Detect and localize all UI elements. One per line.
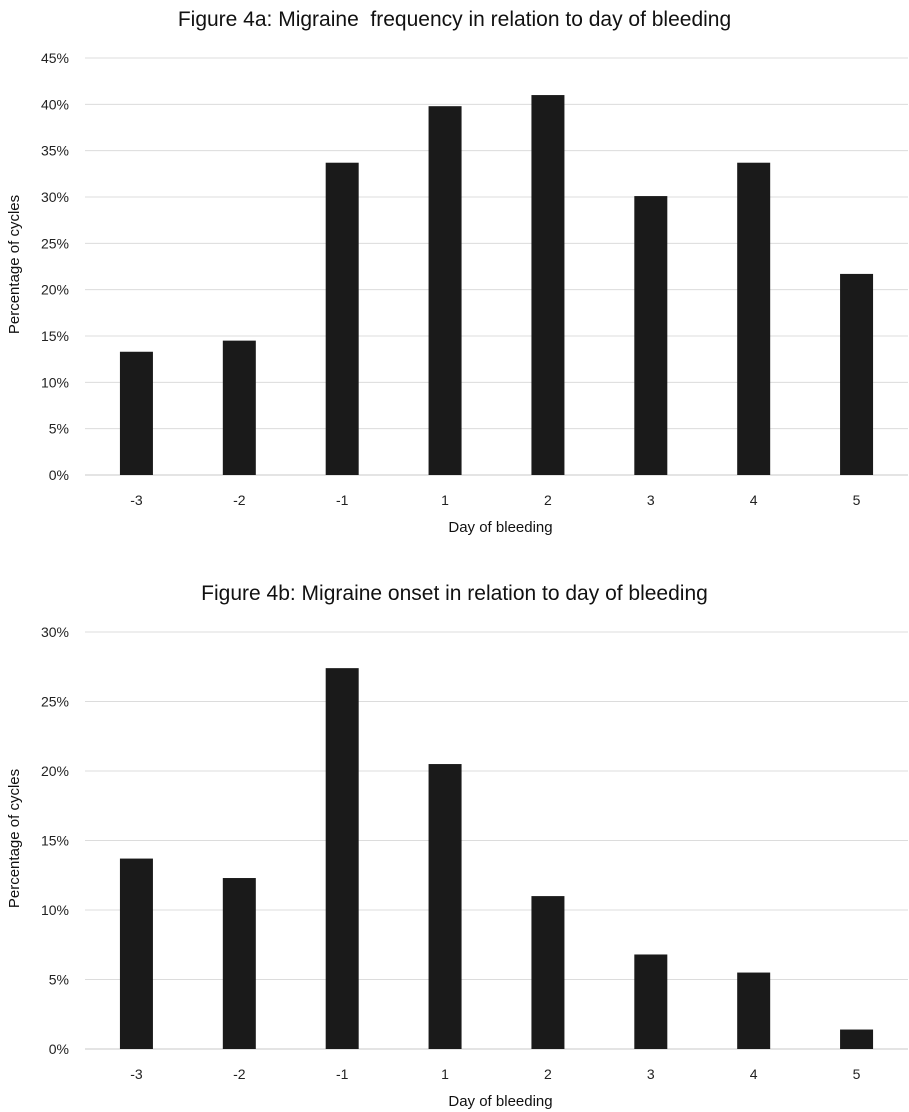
bar--2 xyxy=(222,878,256,1049)
chart-title: Figure 4b: Migraine onset in relation to… xyxy=(201,582,708,605)
y-tick-label: 15% xyxy=(41,328,69,344)
y-tick-label: 0% xyxy=(49,1041,69,1057)
x-tick-label: -2 xyxy=(233,492,246,508)
y-tick-label: 10% xyxy=(41,902,69,918)
bar--3 xyxy=(119,858,153,1049)
bar-4 xyxy=(737,162,771,476)
y-tick-label: 15% xyxy=(41,833,69,849)
y-tick-label: 35% xyxy=(41,143,69,159)
y-tick-label: 25% xyxy=(41,694,69,710)
bar--1 xyxy=(325,162,359,476)
x-tick-label: 4 xyxy=(750,492,758,508)
x-tick-label: 2 xyxy=(544,1066,552,1082)
y-tick-label: 0% xyxy=(49,467,69,483)
x-tick-label: 5 xyxy=(853,1066,861,1082)
bar-5 xyxy=(840,1029,874,1049)
x-axis-label: Day of bleeding xyxy=(448,519,553,536)
x-tick-label: 3 xyxy=(647,492,655,508)
x-tick-label: -1 xyxy=(336,1066,349,1082)
y-tick-label: 10% xyxy=(41,374,69,390)
bar-2 xyxy=(531,896,565,1049)
x-tick-label: -3 xyxy=(130,492,143,508)
bar--2 xyxy=(222,340,256,475)
bar--1 xyxy=(325,668,359,1049)
x-tick-label: -3 xyxy=(130,1066,143,1082)
y-tick-label: 20% xyxy=(41,763,69,779)
bar-3 xyxy=(634,954,668,1049)
chart-4b-plot: 0% 5% 10% 15% 20% 25% 30% -3 -2 -1 1 2 3 4 5 xyxy=(41,624,908,1082)
y-tick-label: 30% xyxy=(41,624,69,640)
y-tick-label: 30% xyxy=(41,189,69,205)
y-tick-label: 45% xyxy=(41,50,69,66)
chart-4b: Figure 4b: Migraine onset in relation to… xyxy=(0,572,909,1112)
y-axis-label: Percentage of cycles xyxy=(6,768,24,909)
x-tick-label: 5 xyxy=(853,492,861,508)
bar-1 xyxy=(428,764,462,1049)
x-tick-label: 4 xyxy=(750,1066,758,1082)
y-tick-label: 5% xyxy=(49,421,69,437)
bar-3 xyxy=(634,196,668,475)
chart-4a: Figure 4a: Migraine frequency in relatio… xyxy=(0,0,909,550)
x-axis-label: Day of bleeding xyxy=(448,1093,553,1110)
y-tick-label: 5% xyxy=(49,972,69,988)
y-axis-label: Percentage of cycles xyxy=(6,194,24,335)
bar-2 xyxy=(531,95,565,476)
x-tick-label: -2 xyxy=(233,1066,246,1082)
x-tick-label: 1 xyxy=(441,1066,449,1082)
bar-4 xyxy=(737,972,771,1049)
bar--3 xyxy=(119,351,153,475)
y-tick-label: 25% xyxy=(41,235,69,251)
chart-4a-plot: 0% 5% 10% 15% 20% 25% 30% 35% 40% 45% -3 -2 -1 1 2 3 4 5 xyxy=(41,50,908,508)
bar-5 xyxy=(840,273,874,475)
x-tick-label: 2 xyxy=(544,492,552,508)
x-tick-label: -1 xyxy=(336,492,349,508)
x-tick-label: 3 xyxy=(647,1066,655,1082)
y-tick-label: 20% xyxy=(41,282,69,298)
chart-title: Figure 4a: Migraine frequency in relatio… xyxy=(177,8,732,31)
x-tick-label: 1 xyxy=(441,492,449,508)
y-tick-label: 40% xyxy=(41,96,69,112)
bar-1 xyxy=(428,106,462,475)
